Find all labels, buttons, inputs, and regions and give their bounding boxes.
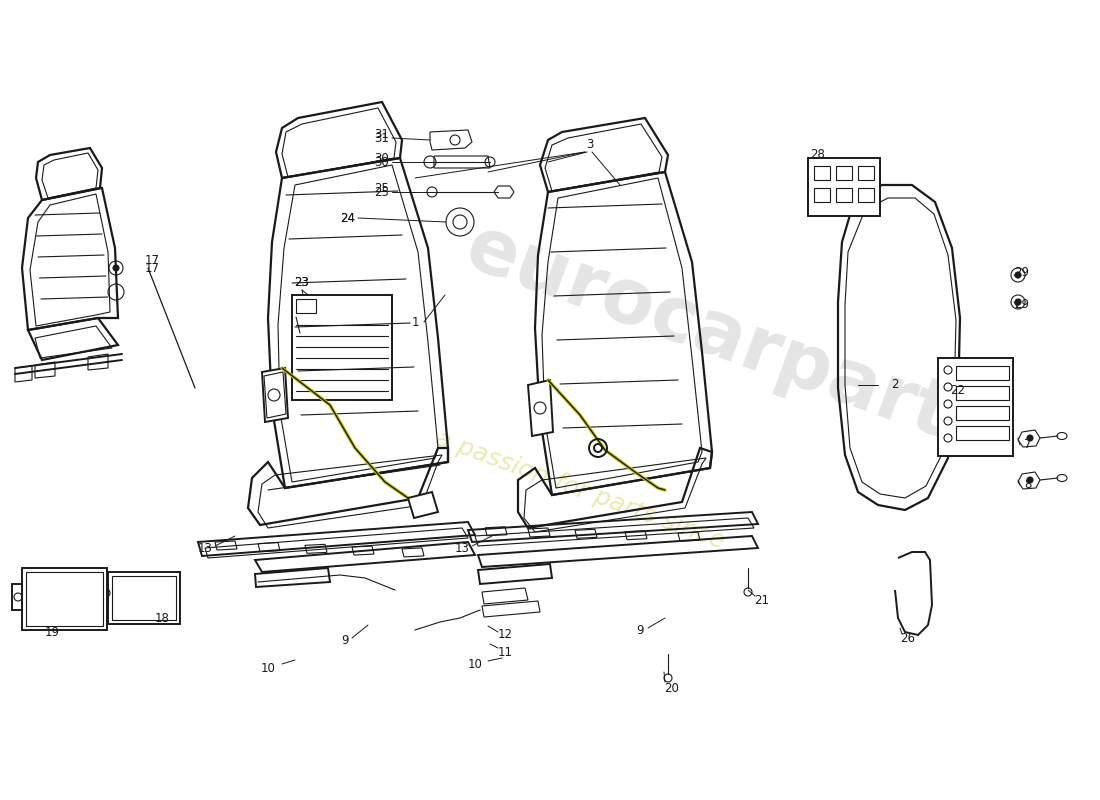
Text: 21: 21 (755, 594, 770, 606)
Text: 24: 24 (341, 211, 355, 225)
Text: 8: 8 (1024, 478, 1032, 491)
Text: 24: 24 (341, 211, 355, 225)
Polygon shape (408, 492, 438, 518)
Text: 20: 20 (664, 682, 680, 694)
Text: 17: 17 (144, 254, 159, 266)
Text: 17: 17 (144, 262, 159, 274)
Text: 23: 23 (295, 275, 309, 289)
Text: 30: 30 (375, 151, 389, 165)
Text: 19: 19 (44, 626, 59, 638)
Text: 25: 25 (375, 182, 389, 194)
Polygon shape (858, 188, 874, 202)
Text: 10: 10 (468, 658, 483, 671)
Text: 13: 13 (454, 542, 470, 554)
Text: 1: 1 (411, 315, 419, 329)
Text: 9: 9 (341, 634, 349, 646)
Text: 25: 25 (375, 186, 389, 198)
Circle shape (1027, 435, 1033, 441)
Text: 22: 22 (950, 383, 966, 397)
Polygon shape (22, 568, 107, 630)
Text: 28: 28 (811, 149, 825, 162)
Text: 2: 2 (891, 378, 899, 391)
Text: 13: 13 (198, 542, 212, 554)
Text: 9: 9 (636, 623, 644, 637)
Polygon shape (858, 166, 874, 180)
Text: 30: 30 (375, 155, 389, 169)
Polygon shape (108, 572, 180, 624)
Text: 29: 29 (1014, 266, 1030, 278)
Circle shape (1027, 477, 1033, 483)
Text: 11: 11 (497, 646, 513, 658)
Polygon shape (262, 368, 288, 422)
Polygon shape (836, 188, 852, 202)
Text: 7: 7 (1024, 438, 1032, 451)
Polygon shape (528, 380, 553, 436)
Text: 31: 31 (375, 127, 389, 141)
Text: 10: 10 (261, 662, 275, 674)
Polygon shape (938, 358, 1013, 456)
Text: 3: 3 (586, 138, 594, 151)
Polygon shape (895, 552, 932, 635)
Polygon shape (814, 166, 830, 180)
Text: eurocarparts: eurocarparts (455, 210, 1004, 470)
Text: a passion for parts since: a passion for parts since (432, 426, 728, 554)
Text: 31: 31 (375, 131, 389, 145)
Text: 18: 18 (155, 611, 169, 625)
Circle shape (1015, 272, 1021, 278)
Circle shape (113, 265, 119, 271)
Text: 23: 23 (295, 275, 309, 289)
Text: 12: 12 (497, 629, 513, 642)
Text: 29: 29 (1014, 298, 1030, 311)
Polygon shape (836, 166, 852, 180)
Polygon shape (814, 188, 830, 202)
Text: 26: 26 (901, 631, 915, 645)
Circle shape (1015, 299, 1021, 305)
Polygon shape (12, 584, 22, 610)
Polygon shape (100, 584, 108, 602)
Polygon shape (808, 158, 880, 216)
